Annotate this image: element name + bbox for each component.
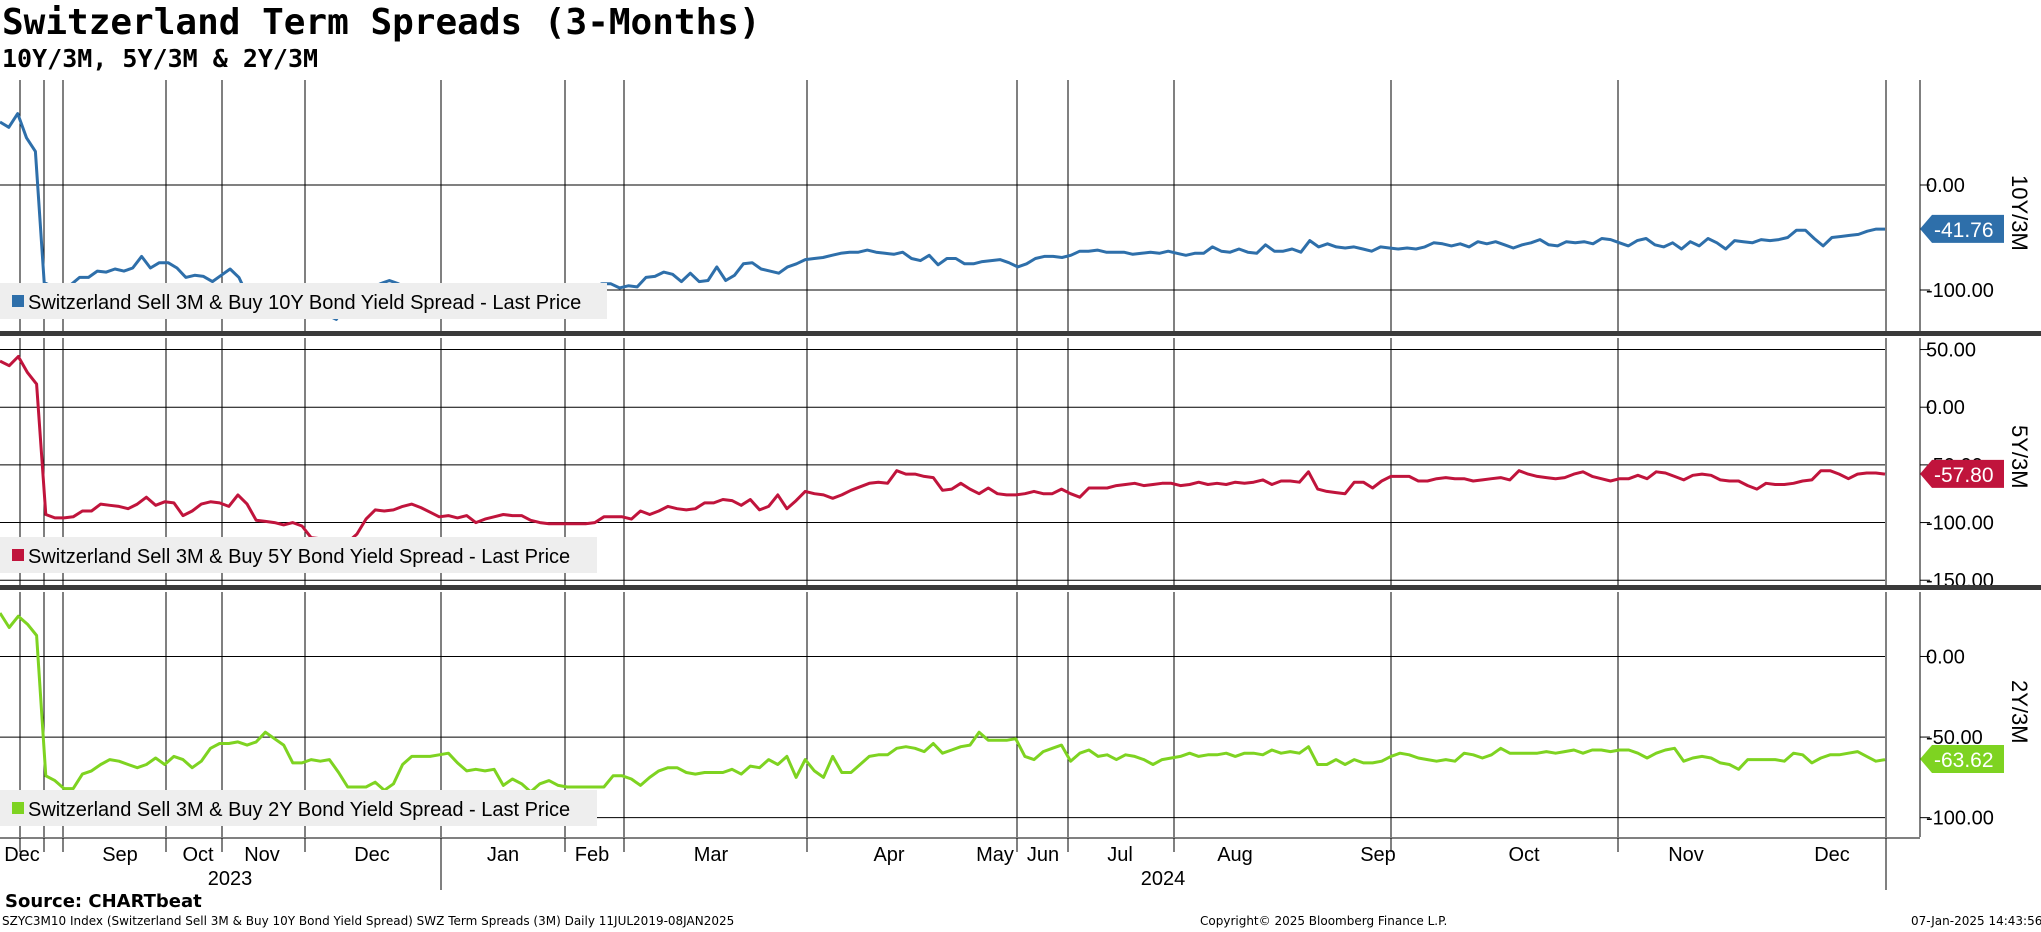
footer-index-info: SZYC3M10 Index (Switzerland Sell 3M & Bu…: [2, 914, 735, 928]
x-month-label: May: [976, 844, 1014, 866]
x-month-label: Nov: [1668, 844, 1704, 866]
x-month-label: Dec: [1814, 844, 1850, 866]
panel-axis-label: 5Y/3M: [2007, 425, 2032, 489]
x-month-label: Sep: [1360, 844, 1396, 866]
y-tick-label: -100.00: [1926, 808, 1994, 830]
panel-axis-label: 2Y/3M: [2007, 680, 2032, 744]
y-tick-label: 0.00: [1926, 646, 1965, 668]
legend-swatch: [12, 295, 24, 307]
legend-swatch: [12, 549, 24, 561]
x-month-label: Mar: [694, 844, 729, 866]
x-month-label: Oct: [182, 844, 214, 866]
chart-title: Switzerland Term Spreads (3-Months): [2, 2, 761, 43]
y-tick-label: -100.00: [1926, 280, 1994, 302]
legend-label: Switzerland Sell 3M & Buy 5Y Bond Yield …: [28, 546, 570, 568]
x-month-label: Jun: [1027, 844, 1059, 866]
y-tick-label: 0.00: [1926, 175, 1965, 197]
x-month-label: Jan: [487, 844, 519, 866]
x-month-label: Dec: [4, 844, 40, 866]
legend-label: Switzerland Sell 3M & Buy 2Y Bond Yield …: [28, 799, 570, 821]
x-year-label: 2023: [208, 868, 253, 890]
legend-box: [0, 537, 597, 573]
x-month-label: Sep: [102, 844, 138, 866]
panel-separator: [0, 585, 2041, 590]
last-value-label: -41.76: [1934, 219, 1994, 242]
panel-axis-label: 10Y/3M: [2007, 175, 2032, 251]
x-month-label: Aug: [1217, 844, 1253, 866]
source-label: Source: CHARTbeat: [5, 891, 202, 912]
legend-box: [0, 283, 607, 319]
legend-box: [0, 790, 597, 826]
last-value-tag: [1920, 214, 2004, 243]
last-value-tag: [1920, 459, 2004, 488]
y-tick-label: 0.00: [1926, 397, 1965, 419]
y-tick-label: 50.00: [1926, 340, 1976, 362]
panel-separator: [0, 331, 2041, 336]
last-value-tag: [1920, 745, 2004, 774]
x-month-label: Nov: [244, 844, 280, 866]
x-month-label: Apr: [873, 844, 904, 866]
x-year-label: 2024: [1141, 868, 1186, 890]
footer-timestamp: 07-Jan-2025 14:43:56: [1911, 914, 2041, 928]
x-month-label: Jul: [1107, 844, 1133, 866]
chart-subtitle: 10Y/3M, 5Y/3M & 2Y/3M: [2, 44, 319, 73]
y-tick-label: -50.00: [1926, 727, 1983, 749]
legend-swatch: [12, 802, 24, 814]
last-value-label: -63.62: [1934, 749, 1994, 772]
footer-copyright: Copyright© 2025 Bloomberg Finance L.P.: [1200, 914, 1448, 928]
legend-label: Switzerland Sell 3M & Buy 10Y Bond Yield…: [28, 292, 581, 314]
y-tick-label: -100.00: [1926, 513, 1994, 535]
x-month-label: Dec: [354, 844, 390, 866]
last-value-label: -57.80: [1934, 464, 1994, 487]
series-line-2y-3m: [0, 612, 1886, 794]
x-month-label: Feb: [575, 844, 609, 866]
series-line-5y-3m: [0, 355, 1886, 544]
x-month-label: Oct: [1508, 844, 1540, 866]
